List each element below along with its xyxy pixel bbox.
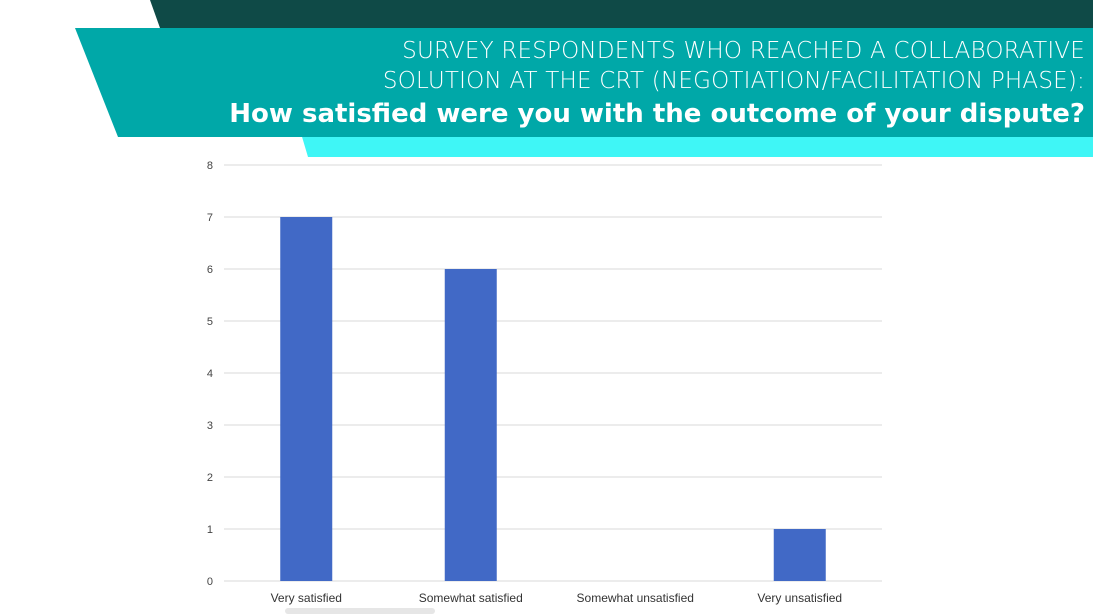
y-tick-label: 2	[207, 472, 213, 484]
y-tick-label: 7	[207, 212, 213, 224]
x-category-label: Very satisfied	[271, 591, 342, 605]
title-line-1: SURVEY RESPONDENTS WHO REACHED A COLLABO…	[402, 38, 1085, 64]
bar-very-satisfied	[280, 217, 333, 581]
y-tick-label: 4	[207, 368, 213, 380]
y-tick-label: 1	[207, 524, 213, 536]
y-axis-ticks: 0 1 2 3 4 5 6 7 8	[207, 160, 213, 588]
banner-dark-stripe	[150, 0, 1093, 28]
title-banner	[75, 0, 1093, 157]
bars	[280, 217, 826, 581]
chart-subtitle: How satisfied were you with the outcome …	[229, 99, 1085, 129]
x-category-label: Somewhat satisfied	[419, 591, 523, 605]
gridlines	[224, 164, 882, 582]
y-tick-label: 0	[207, 576, 213, 588]
title-line-2: SOLUTION AT THE CRT (NEGOTIATION/FACILIT…	[382, 68, 1085, 94]
y-tick-label: 3	[207, 420, 213, 432]
title-block: SURVEY RESPONDENTS WHO REACHED A COLLABO…	[185, 36, 1085, 132]
x-category-label: Very unsatisfied	[757, 591, 842, 605]
y-tick-label: 5	[207, 316, 213, 328]
banner-teal-band	[75, 28, 1093, 137]
x-axis-categories: Very satisfied Somewhat satisfied Somewhat…	[271, 591, 843, 605]
y-tick-label: 8	[207, 160, 213, 172]
bar-very-unsatisfied	[773, 529, 826, 581]
y-tick-label: 6	[207, 264, 213, 276]
x-category-label: Somewhat unsatisfied	[577, 591, 694, 605]
scrollbar-hint[interactable]	[285, 608, 435, 614]
bar-somewhat-satisfied	[444, 269, 497, 581]
